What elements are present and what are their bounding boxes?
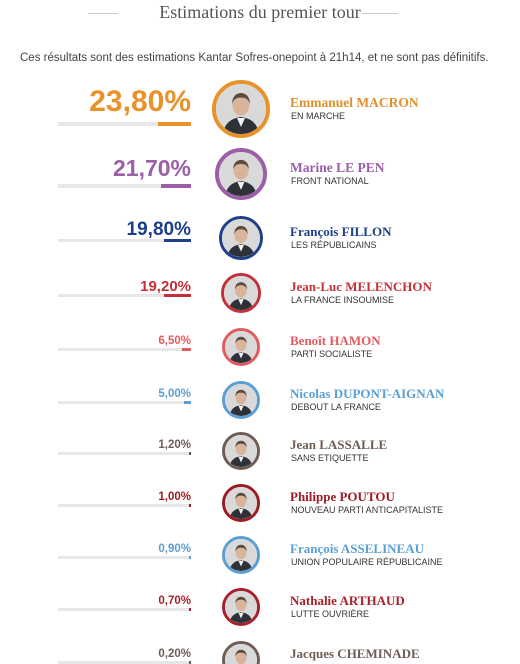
candidate-name: François FILLON [290,224,392,239]
bar [189,504,191,507]
candidate-row: 19,20% Jean-Luc MELENCHON LA FRANCE INSOUM… [0,273,520,313]
bar [163,239,191,242]
bar [184,401,191,404]
bar [189,608,191,611]
bar-track [58,294,191,297]
portrait-icon [222,219,260,257]
candidate-name: Jean-Luc MELENCHON [290,279,432,294]
candidate-avatar [222,432,260,470]
party-label: UNION POPULAIRE RÉPUBLICAINE [291,557,443,567]
candidate-name: Emmanuel MACRON [290,94,419,110]
portrait-icon [225,539,257,571]
portrait-icon [224,276,258,310]
candidate-avatar [222,381,260,419]
candidate-avatar [215,148,267,200]
candidate-avatar [222,484,260,522]
portrait-icon [225,591,257,623]
title-rule-left [88,13,118,14]
bar-track [58,661,191,664]
candidate-name: Marine LE PEN [290,159,385,175]
portrait-icon [225,487,257,519]
percentage-label: 19,80% [126,218,191,240]
header: Estimations du premier tour [0,0,520,26]
party-label: PARTI SOCIALISTE [291,349,373,359]
percentage-label: 0,70% [158,595,191,608]
percentage-label: 23,80% [89,85,191,119]
candidate-name: Nathalie ARTHAUD [290,593,405,608]
portrait-icon [225,384,257,416]
percentage-label: 6,50% [158,335,191,348]
bar-track [58,608,191,611]
candidate-row: 0,70% Nathalie ARTHAUD LUTTE OUVRIÈRE [0,588,520,628]
portrait-icon [216,84,266,134]
candidate-name: Jean LASSALLE [290,437,388,452]
party-label: NOUVEAU PARTI ANTICAPITALISTE [291,505,444,515]
party-label: EN MARCHE [291,111,346,121]
percentage-label: 21,70% [112,155,191,182]
candidate-row: 19,80% François FILLON LES RÉPUBLICAINS [0,216,520,260]
candidate-row: 21,70% Marine LE PEN FRONT NATIONAL [0,148,520,200]
candidate-avatar [222,328,260,366]
party-label: SANS ETIQUETTE [291,453,369,463]
bar [189,452,191,455]
candidate-avatar [222,588,260,626]
candidate-avatar [219,216,263,260]
bar [158,121,191,126]
percentage-label: 1,00% [158,491,191,504]
bar [164,294,191,297]
candidate-name: Benoît HAMON [290,333,381,348]
party-label: FRONT NATIONAL [291,176,369,186]
percentage-label: 5,00% [158,388,191,401]
portrait-icon [225,435,257,467]
party-label: LUTTE OUVRIÈRE [291,609,370,619]
candidate-row: 1,20% Jean LASSALLE SANS ETIQUETTE [0,432,520,472]
bar-track [58,239,191,242]
portrait-icon [225,644,257,664]
bar-track [58,504,191,507]
candidate-row: 5,00% Nicolas DUPONT-AIGNAN DEBOUT LA FRAN… [0,381,520,421]
party-label: DEBOUT LA FRANCE [291,402,381,412]
candidate-name: Nicolas DUPONT-AIGNAN [290,386,445,401]
bar-track [58,401,191,404]
bar [182,348,191,351]
candidate-row: 6,50% Benoît HAMON PARTI SOCIALISTE [0,328,520,368]
percentage-label: 1,20% [158,439,191,452]
bar-track [58,183,191,188]
percentage-label: 19,20% [140,277,191,295]
page-title: Estimations du premier tour [159,2,361,22]
candidate-row: 23,80% Emmanuel MACRON EN MARCHE [0,80,520,138]
party-label: LES RÉPUBLICAINS [291,240,377,250]
bar [189,556,191,559]
percentage-label: 0,20% [158,648,191,661]
candidate-avatar [221,273,261,313]
candidate-row: 0,20% Jacques CHEMINADE [0,641,520,664]
bar-track [58,348,191,351]
percentage-label: 0,90% [158,543,191,556]
portrait-icon [225,331,257,363]
candidate-row: 0,90% François ASSELINEAU UNION POPULAIRE … [0,536,520,576]
candidate-row: 1,00% Philippe POUTOU NOUVEAU PARTI ANTICA… [0,484,520,524]
bar [189,661,191,664]
bar-track [58,121,191,126]
candidate-avatar [222,641,260,664]
bar-track [58,452,191,455]
subtitle: Ces résultats sont des estimations Kanta… [20,52,489,64]
candidate-avatar [222,536,260,574]
candidate-name: Jacques CHEMINADE [290,646,420,661]
bar-track [58,556,191,559]
candidate-name: François ASSELINEAU [290,541,424,556]
party-label: LA FRANCE INSOUMISE [291,295,395,305]
candidate-name: Philippe POUTOU [290,489,395,504]
portrait-icon [219,152,263,196]
title-rule-right [362,13,398,14]
bar [160,183,191,188]
candidate-avatar [212,80,270,138]
